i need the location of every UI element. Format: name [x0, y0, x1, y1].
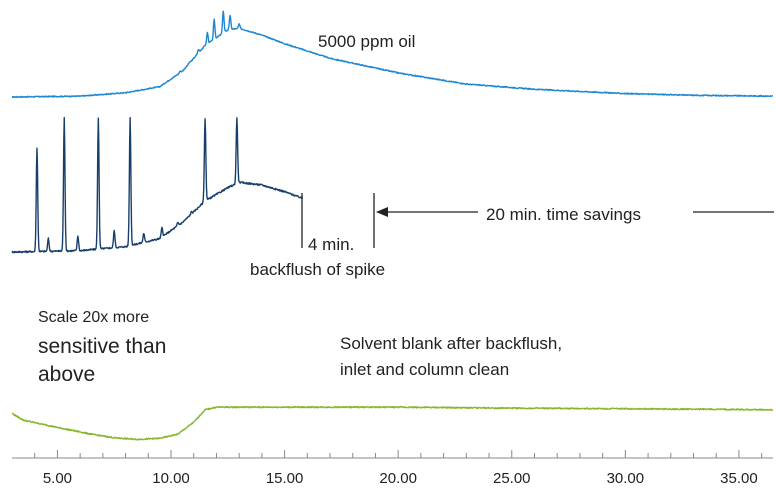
time-savings-label: 20 min. time savings: [486, 205, 641, 224]
x-tick-label: 35.00: [720, 470, 758, 487]
x-tick-label: 30.00: [607, 470, 645, 487]
scale-note-line-2: sensitive than: [38, 335, 166, 358]
blank-note-line-1: Solvent blank after backflush,: [340, 334, 562, 353]
x-tick-label: 15.00: [266, 470, 304, 487]
x-tick-label: 5.00: [43, 470, 72, 487]
x-tick-label: 25.00: [493, 470, 531, 487]
backflush-time-label: 4 min.: [308, 235, 354, 254]
series-line-blank: [11, 405, 774, 441]
x-axis: 5.00 10.00 15.00 20.00 25.00 30.00 35.00: [12, 450, 773, 487]
oil-label: 5000 ppm oil: [318, 32, 415, 51]
blank-note-line-2: inlet and column clean: [340, 360, 509, 379]
backflush-label: backflush of spike: [250, 260, 385, 279]
scale-note-line-3: above: [38, 363, 95, 386]
x-tick-label: 20.00: [379, 470, 417, 487]
scale-note-line-1: Scale 20x more: [38, 309, 149, 326]
series-line-oil: [11, 10, 774, 99]
time-savings-arrowhead: [376, 207, 388, 217]
traces-group: [11, 10, 774, 441]
series-line-spike: [11, 116, 304, 254]
x-tick-label: 10.00: [152, 470, 190, 487]
